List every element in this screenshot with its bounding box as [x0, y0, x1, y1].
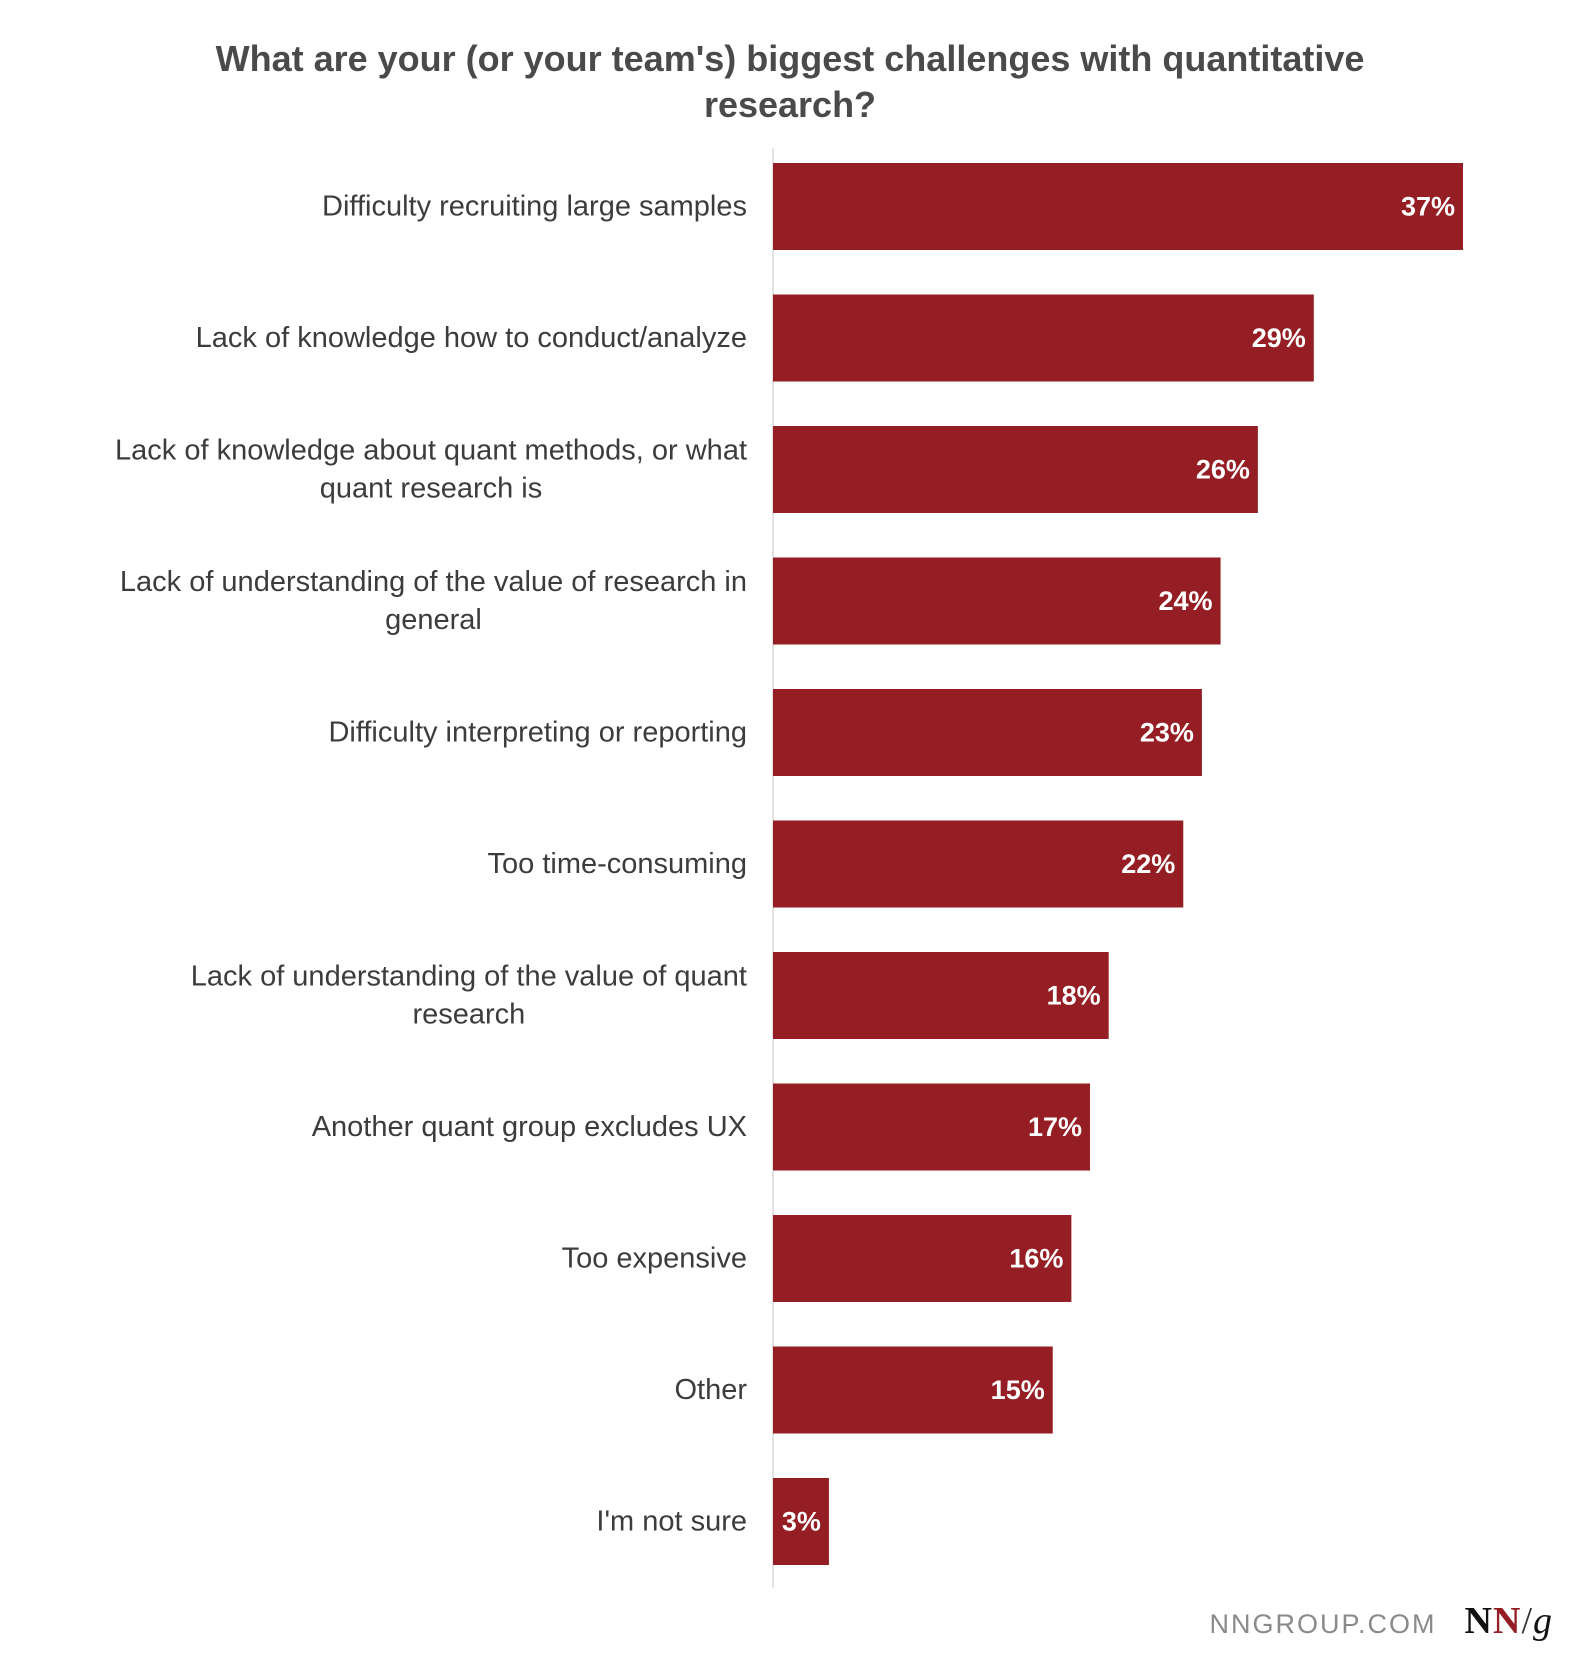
- category-label: Other: [674, 1374, 747, 1406]
- category-label: Lack of understanding of the value of re…: [120, 566, 747, 636]
- chart-title: What are your (or your team's) biggest c…: [215, 38, 1365, 125]
- bar-value-label: 24%: [1159, 586, 1213, 616]
- bars-group: 37% 29% 26% 24% 23% 22% 18% 17% 16% 15% 3%: [773, 163, 1463, 1565]
- category-label-line: Lack of understanding of the value of qu…: [191, 961, 747, 993]
- bar: [773, 294, 1314, 382]
- bar: [773, 1215, 1072, 1302]
- bar-value-label: 3%: [782, 1507, 821, 1537]
- bar-value-label: 15%: [991, 1375, 1045, 1405]
- bar: [773, 1083, 1091, 1171]
- category-label: Difficulty recruiting large samples: [322, 191, 747, 223]
- bar-value-label: 17%: [1028, 1112, 1082, 1142]
- category-label: I'm not sure: [596, 1506, 747, 1538]
- footer-url[interactable]: NNGROUP.COM: [1209, 1609, 1437, 1639]
- bar: [773, 163, 1463, 250]
- category-labels-group: Difficulty recruiting large samples Lack …: [115, 191, 747, 1538]
- category-label-line: Lack of knowledge about quant methods, o…: [115, 435, 747, 467]
- bar: [773, 426, 1258, 513]
- footer: NNGROUP.COM NN/g: [1210, 1599, 1554, 1643]
- bar: [773, 689, 1202, 776]
- category-label-line: quant research is: [320, 473, 542, 505]
- bar: [773, 557, 1221, 645]
- category-label: Lack of knowledge how to conduct/analyze: [196, 322, 747, 354]
- bar: [773, 1478, 829, 1565]
- bar-value-label: 23%: [1140, 718, 1194, 748]
- category-label-line: research: [412, 999, 525, 1031]
- category-label: Lack of knowledge about quant methods, o…: [115, 435, 747, 505]
- bar-value-label: 29%: [1252, 323, 1306, 353]
- category-label-line: general: [385, 604, 482, 636]
- category-label: Lack of understanding of the value of qu…: [191, 961, 747, 1031]
- category-label: Too expensive: [562, 1243, 747, 1275]
- bar: [773, 820, 1184, 908]
- bar: [773, 1346, 1053, 1434]
- bar-value-label: 37%: [1401, 192, 1455, 222]
- category-label-line: Lack of understanding of the value of re…: [120, 566, 747, 598]
- bar: [773, 952, 1109, 1039]
- bar-value-label: 18%: [1047, 981, 1101, 1011]
- nng-logo: NN/g: [1464, 1600, 1553, 1642]
- category-label: Difficulty interpreting or reporting: [328, 717, 747, 749]
- bar-value-label: 26%: [1196, 455, 1250, 485]
- bar-value-label: 22%: [1121, 849, 1175, 879]
- bar-value-label: 16%: [1009, 1244, 1063, 1274]
- category-label: Too time-consuming: [488, 848, 748, 880]
- category-label: Another quant group excludes UX: [312, 1111, 747, 1143]
